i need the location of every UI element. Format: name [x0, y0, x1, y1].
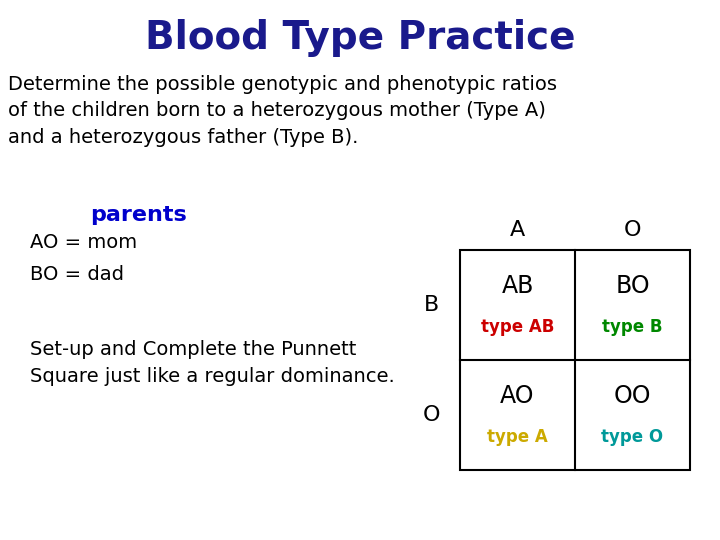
Text: AO = mom: AO = mom: [30, 233, 137, 252]
Text: AO: AO: [500, 384, 535, 408]
Text: type AB: type AB: [481, 318, 554, 336]
Text: Blood Type Practice: Blood Type Practice: [145, 19, 575, 57]
Text: O: O: [423, 405, 441, 425]
Text: B: B: [424, 295, 440, 315]
Text: type B: type B: [602, 318, 662, 336]
Text: O: O: [624, 220, 642, 240]
Text: BO: BO: [615, 274, 650, 298]
Bar: [460, 250, 690, 470]
Text: parents: parents: [90, 205, 186, 225]
Text: type A: type A: [487, 428, 548, 446]
Text: type O: type O: [601, 428, 664, 446]
Text: Set-up and Complete the Punnett
Square just like a regular dominance.: Set-up and Complete the Punnett Square j…: [30, 340, 395, 386]
Text: A: A: [510, 220, 525, 240]
Text: BO = dad: BO = dad: [30, 265, 124, 284]
Text: Determine the possible genotypic and phenotypic ratios
of the children born to a: Determine the possible genotypic and phe…: [8, 75, 557, 147]
Text: AB: AB: [501, 274, 534, 298]
Text: OO: OO: [613, 384, 652, 408]
